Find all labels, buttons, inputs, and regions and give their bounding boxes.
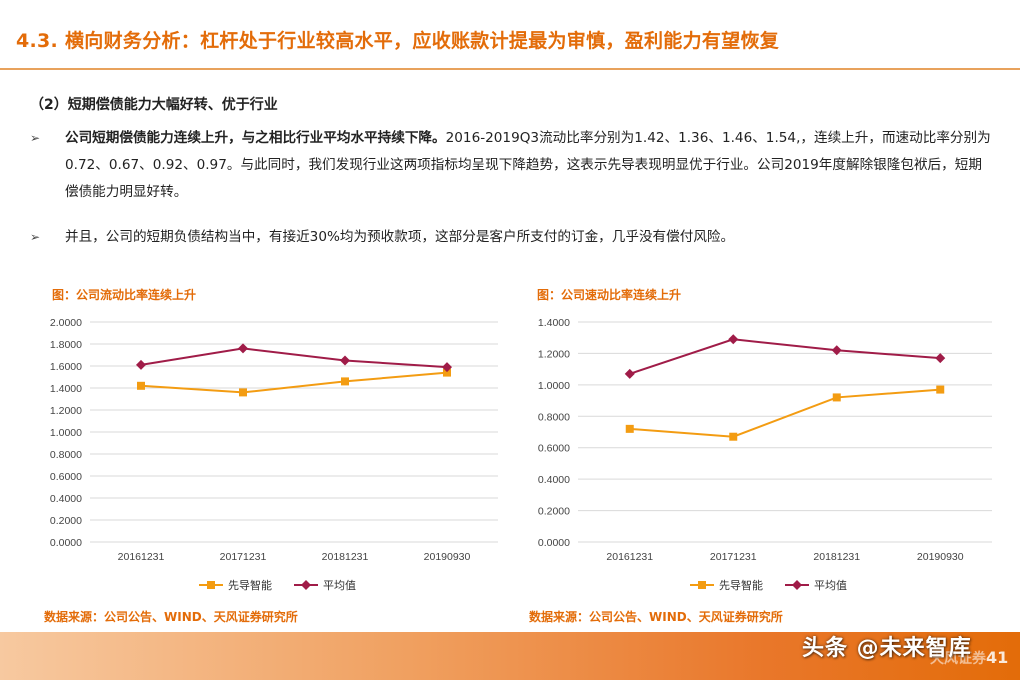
y-tick-label: 0.8000 [538,411,570,423]
x-tick-label: 20161231 [118,551,165,563]
y-tick-label: 1.4000 [538,317,570,329]
legend-marker [792,580,802,590]
legend-label: 平均值 [814,579,847,592]
left-chart-source: 数据来源：公司公告、WIND、天风证券研究所 [44,610,298,624]
y-tick-label: 0.2000 [50,515,82,527]
data-point [239,388,247,397]
x-tick-label: 20161231 [606,551,653,563]
data-point [137,381,145,390]
bullet-item-2: ➢ 并且，公司的短期负债结构当中，有接近30%均为预收款项，这部分是客户所支付的… [30,224,995,251]
y-tick-label: 0.6000 [538,443,570,455]
legend-label: 先导智能 [228,578,272,592]
data-point [340,355,350,366]
section-subtitle: （2）短期偿债能力大幅好转、优于行业 [30,97,278,113]
data-point [729,432,738,441]
legend-marker [207,581,215,589]
data-point [728,334,739,345]
bullet-text: 公司短期偿债能力连续上升，与之相比行业平均水平持续下降。2016-2019Q3流… [65,125,995,206]
bullet-text: 并且，公司的短期负债结构当中，有接近30%均为预收款项，这部分是客户所支付的订金… [65,224,995,251]
y-tick-label: 0.0000 [538,537,570,549]
series-line-company [629,388,941,438]
bullet-item-1: ➢ 公司短期偿债能力连续上升，与之相比行业平均水平持续下降。2016-2019Q… [30,125,995,206]
y-tick-label: 0.4000 [538,474,570,486]
company-logo: 天风证券 [930,651,986,667]
y-tick-label: 1.4000 [50,383,82,395]
series-line-average [140,347,448,369]
arrow-bullet-icon: ➢ [30,230,41,244]
data-point [442,362,452,373]
y-tick-label: 2.0000 [50,317,82,329]
data-point [136,359,146,370]
y-tick-label: 0.6000 [50,471,82,483]
x-tick-label: 20190930 [917,551,964,563]
y-tick-label: 0.8000 [50,449,82,461]
y-tick-label: 0.2000 [538,506,570,518]
page-title: 4.3. 横向财务分析：杠杆处于行业较高水平，应收账款计提最为审慎，盈利能力有望… [16,30,780,52]
quick-ratio-chart: 0.0000 0.2000 0.4000 0.6000 0.8000 1.0000 1.20… [538,317,992,592]
y-tick-label: 1.2000 [50,405,82,417]
data-point [625,424,634,433]
right-chart-source: 数据来源：公司公告、WIND、天风证券研究所 [529,610,783,624]
legend-marker [301,580,311,590]
y-tick-label: 1.6000 [50,361,82,373]
x-tick-label: 20171231 [710,551,757,563]
watermark: 头条 @未来智库 [802,636,972,661]
legend-label: 平均值 [323,579,356,592]
arrow-bullet-icon: ➢ [30,131,41,145]
data-point [238,343,248,354]
x-tick-label: 20171231 [220,551,267,563]
data-point [935,353,946,364]
data-point [341,377,349,386]
y-tick-label: 1.0000 [538,380,570,392]
data-point [443,368,451,377]
page-number: 41 [986,648,1009,667]
y-tick-label: 1.8000 [50,339,82,351]
x-tick-label: 20181231 [813,551,860,563]
right-chart-title: 图：公司速动比率连续上升 [537,288,682,302]
legend-label: 先导智能 [719,578,763,592]
y-tick-label: 0.4000 [50,493,82,505]
legend-marker [698,581,706,589]
left-chart-title: 图：公司流动比率连续上升 [52,288,197,302]
bullet-body-text: 2016-2019Q3流动比率分别为1.42、1.36、1.46、1.54,，连… [65,130,991,200]
data-point [624,368,635,379]
y-tick-label: 1.0000 [50,427,82,439]
y-tick-label: 1.2000 [538,348,570,360]
x-tick-label: 20190930 [424,551,471,563]
x-tick-label: 20181231 [322,551,369,563]
footer-band [0,632,1020,680]
title-divider [0,68,1020,70]
series-line-company [140,371,448,394]
current-ratio-chart: 0.0000 0.2000 0.4000 0.6000 0.8000 1.0000 1.20… [50,317,498,592]
bullet-bold-text: 公司短期偿债能力连续上升，与之相比行业平均水平持续下降。 [65,130,446,146]
data-point [936,385,945,394]
data-point [832,393,841,402]
data-point [831,345,842,356]
bullet-body-text: 并且，公司的短期负债结构当中，有接近30%均为预收款项，这部分是客户所支付的订金… [65,229,735,245]
y-tick-label: 0.0000 [50,537,82,549]
series-line-average [629,338,941,375]
